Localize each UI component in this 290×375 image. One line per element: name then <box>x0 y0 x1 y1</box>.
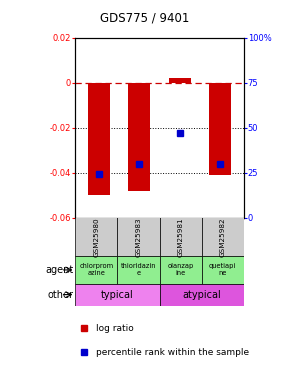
Text: GSM25981: GSM25981 <box>177 217 184 257</box>
Text: GDS775 / 9401: GDS775 / 9401 <box>100 11 190 24</box>
Bar <box>168 78 191 82</box>
Text: GSM25980: GSM25980 <box>93 217 99 257</box>
Text: other: other <box>48 290 74 300</box>
Text: percentile rank within the sample: percentile rank within the sample <box>96 348 249 357</box>
Text: thioridazin
e: thioridazin e <box>121 263 156 276</box>
Text: agent: agent <box>46 265 74 275</box>
Bar <box>209 82 231 175</box>
Bar <box>75 256 117 284</box>
Bar <box>117 256 160 284</box>
Bar <box>88 82 110 195</box>
Text: log ratio: log ratio <box>96 324 133 333</box>
Text: chlorprom
azine: chlorprom azine <box>79 263 113 276</box>
Bar <box>160 284 244 306</box>
Bar <box>160 256 202 284</box>
Bar <box>117 217 160 256</box>
Bar <box>128 82 151 190</box>
Text: quetiapi
ne: quetiapi ne <box>209 263 236 276</box>
Text: GSM25982: GSM25982 <box>220 217 226 257</box>
Bar <box>160 217 202 256</box>
Bar <box>75 217 117 256</box>
Bar <box>202 256 244 284</box>
Text: typical: typical <box>101 290 134 300</box>
Text: GSM25983: GSM25983 <box>135 217 142 257</box>
Text: atypical: atypical <box>182 290 221 300</box>
Bar <box>75 284 160 306</box>
Bar <box>202 217 244 256</box>
Text: olanzap
ine: olanzap ine <box>167 263 194 276</box>
